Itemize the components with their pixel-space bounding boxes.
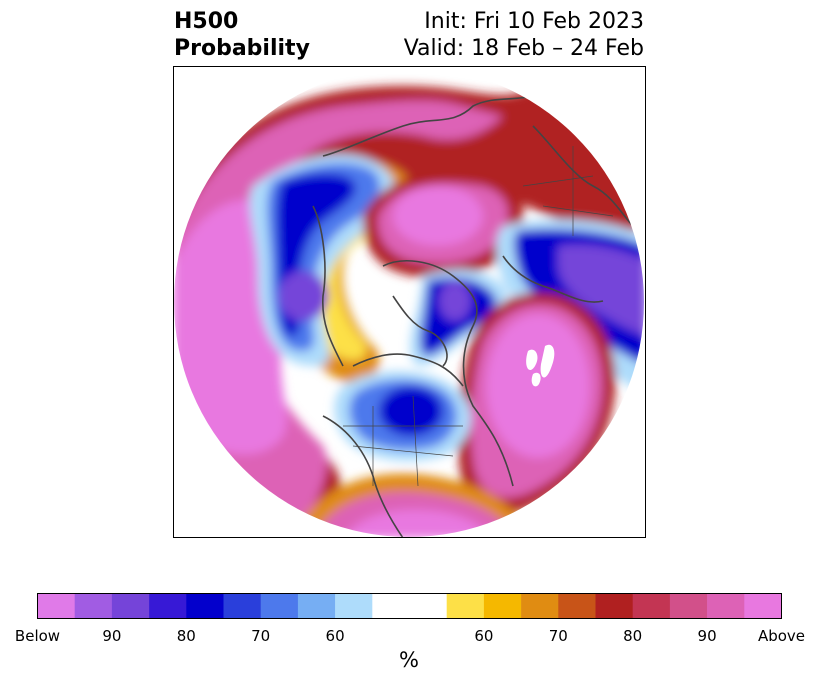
- map-title: H500 Probability: [174, 8, 310, 62]
- ridge-atlantic-core: [486, 314, 590, 458]
- cold-anomaly-core-na: [379, 386, 443, 436]
- colorbar-tick-label: 60: [325, 627, 345, 645]
- colorbar-cell: [74, 593, 113, 619]
- colorbar-cell: [707, 593, 745, 619]
- colorbar-cell: [632, 593, 671, 619]
- colorbar-cell: [669, 593, 708, 619]
- colorbar-cell: [37, 593, 75, 619]
- colorbar-frame: [37, 593, 782, 619]
- init-date: Init: Fri 10 Feb 2023: [424, 9, 644, 34]
- colorbar-cell: [558, 593, 596, 619]
- colorbar-tick-label: 90: [102, 627, 122, 645]
- probability-field: [174, 67, 644, 537]
- colorbar-cell: [595, 593, 633, 619]
- colorbar-tick-label: Above: [757, 627, 806, 645]
- colorbar-cell: [335, 593, 373, 619]
- ridge-arctic-core: [393, 186, 483, 246]
- colorbar-unit-label: %: [399, 648, 419, 672]
- colorbar-tick-label: Below: [14, 627, 61, 645]
- cold-anomaly-center-center: [439, 281, 471, 321]
- probability-map: [173, 66, 646, 538]
- colorbar-cells: [37, 593, 782, 619]
- colorbar-tick-label: 80: [176, 627, 196, 645]
- map-frame: [173, 66, 646, 538]
- colorbar-tick-label: 70: [251, 627, 271, 645]
- title-line-2: Probability: [174, 36, 310, 61]
- ridge-south-core: [343, 509, 493, 537]
- coastlines: [312, 95, 634, 537]
- colorbar-tick-label: 90: [697, 627, 717, 645]
- colorbar-cell: [260, 593, 299, 619]
- colorbar-tick-label: 70: [548, 627, 568, 645]
- colorbar-cell: [111, 593, 150, 619]
- colorbar-cell: [744, 593, 782, 619]
- colorbar-cell: [297, 593, 336, 619]
- ridge-hole-2: [540, 344, 555, 378]
- political-borders: [343, 146, 614, 487]
- colorbar-cell: [186, 593, 224, 619]
- cold-anomaly-center-west: [278, 271, 328, 321]
- colorbar-cell: [521, 593, 559, 619]
- colorbar-cell: [372, 593, 410, 619]
- cold-anomaly-core-east: [558, 244, 644, 336]
- colorbar: [37, 593, 782, 619]
- ridge-hole-1: [526, 349, 538, 371]
- forecast-dates: Init: Fri 10 Feb 2023 Valid: 18 Feb – 24…: [404, 8, 644, 62]
- colorbar-cell: [149, 593, 187, 619]
- title-line-1: H500: [174, 9, 239, 34]
- colorbar-tick-label: 80: [623, 627, 643, 645]
- valid-period: Valid: 18 Feb – 24 Feb: [403, 36, 644, 61]
- colorbar-cell: [409, 593, 447, 619]
- colorbar-tick-label: 60: [474, 627, 494, 645]
- colorbar-cell: [483, 593, 522, 619]
- colorbar-cell: [446, 593, 485, 619]
- ridge-hole-3: [531, 372, 541, 387]
- colorbar-cell: [223, 593, 261, 619]
